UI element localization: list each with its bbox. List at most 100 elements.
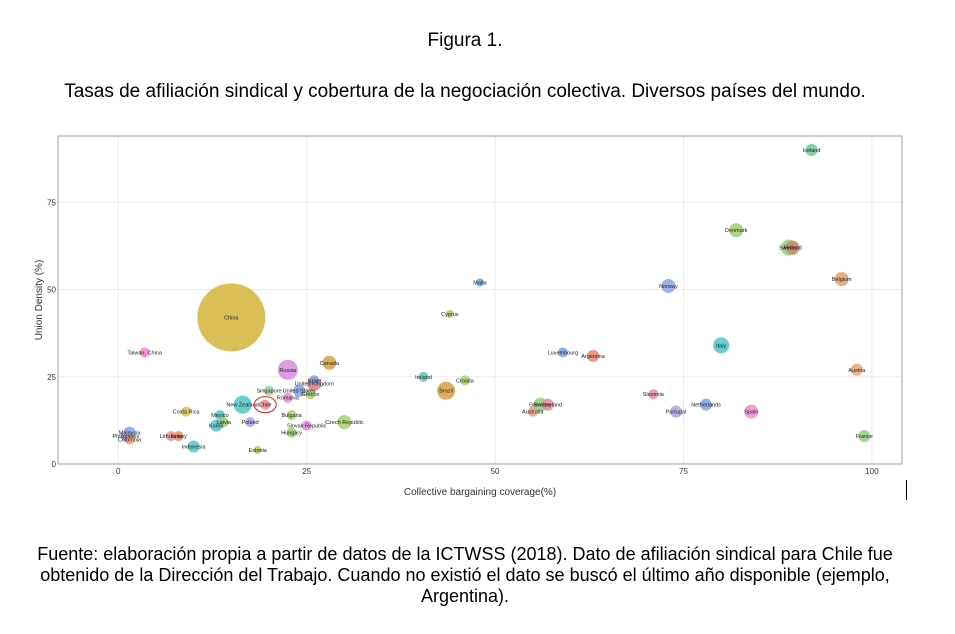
figure-title: Tasas de afiliación sindical y cobertura… xyxy=(64,81,866,102)
point-belgium xyxy=(834,272,849,287)
point-united-states xyxy=(293,384,306,397)
point-label-ireland: Ireland xyxy=(415,375,432,381)
point-france xyxy=(858,430,871,443)
highlight-ring-chile xyxy=(253,396,277,414)
point-label-lithuania: Lithuania xyxy=(160,434,183,440)
point-label-brazil: Brazil xyxy=(439,389,453,395)
point-china xyxy=(197,283,266,352)
point-label-russia: Russia xyxy=(279,368,297,374)
point-label-united-kingdom: United Kingdom xyxy=(295,382,335,388)
point-label-canada: Canada xyxy=(320,361,340,367)
point-label-croatia: Croatia xyxy=(456,378,475,384)
point-austria xyxy=(850,363,863,376)
point-label-netherlands: Netherlands xyxy=(691,403,721,409)
point-label-spain: Spain xyxy=(744,410,758,416)
point-label-united-states: United States xyxy=(283,389,316,395)
point-luxembourg xyxy=(557,347,568,358)
point-romania xyxy=(282,392,293,403)
point-label-italy: Italy xyxy=(716,343,726,349)
x-tick-label: 0 xyxy=(116,467,121,476)
point-label-germany: Germany xyxy=(529,403,552,409)
plot-frame xyxy=(57,135,903,465)
point-label-indonesia: Indonesia xyxy=(182,445,207,451)
point-label-argentina: Argentina xyxy=(581,354,605,360)
point-bulgaria xyxy=(286,410,297,421)
point-costa-rica xyxy=(181,406,192,417)
point-latvia xyxy=(218,417,229,428)
point-israel xyxy=(309,375,320,386)
x-tick-labels: 0 25 50 75 100 xyxy=(116,467,879,476)
point-chile xyxy=(260,399,271,410)
point-ireland xyxy=(418,371,429,382)
y-tick-label: 50 xyxy=(47,286,56,295)
point-label-cyprus: Cyprus xyxy=(441,312,459,318)
point-lithuania xyxy=(166,431,177,442)
x-tick-label: 75 xyxy=(679,467,688,476)
y-tick-label: 25 xyxy=(47,373,56,382)
point-norway xyxy=(661,279,676,294)
point-canada xyxy=(322,355,337,370)
point-label-slovenia: Slovenia xyxy=(643,392,665,398)
point-poland xyxy=(245,417,256,428)
point-new-zealand xyxy=(233,395,252,414)
point-label-finland: Finland xyxy=(784,246,802,252)
point-turkey xyxy=(173,431,184,442)
point-label-malta: Malta xyxy=(473,281,487,287)
point-label-denmark: Denmark xyxy=(725,228,748,234)
point-slovenia xyxy=(648,389,659,400)
point-label-singapore: Singapore xyxy=(256,389,281,395)
point-spain xyxy=(744,404,759,419)
y-axis-label: Union Density (%) xyxy=(34,260,45,341)
point-label-bulgaria: Bulgaria xyxy=(282,413,303,419)
point-indonesia xyxy=(187,440,200,453)
point-colombia xyxy=(124,434,135,445)
point-label-israel: Israel xyxy=(307,378,320,384)
y-tick-labels: 0 25 50 75 xyxy=(47,198,56,469)
point-label-australia: Australia xyxy=(522,410,544,416)
x-axis-label: Collective bargaining coverage(%) xyxy=(404,487,556,498)
point-singapore xyxy=(264,385,274,396)
point-label-china: China xyxy=(224,315,239,321)
point-label-costa-rica: Costa Rica xyxy=(173,410,201,416)
y-tick-label: 0 xyxy=(52,460,57,469)
point-brazil xyxy=(437,381,456,400)
point-italy xyxy=(713,337,730,354)
point-argentina xyxy=(587,349,600,362)
text-cursor xyxy=(906,480,907,500)
point-label-philippines: Philippines xyxy=(113,434,140,440)
point-label-colombia: Colombia xyxy=(118,438,142,444)
point-label-malaysia: Malaysia xyxy=(119,431,142,437)
point-label-romania: Romania xyxy=(277,396,300,402)
point-label-austria: Austria xyxy=(848,368,866,374)
point-slovak-republic xyxy=(301,420,312,431)
point-malta xyxy=(476,278,484,287)
point-iceland xyxy=(805,143,818,156)
figure-label: Figura 1. xyxy=(427,30,503,51)
point-label-estonia: Estonia xyxy=(249,448,268,454)
point-label-norway: Norway xyxy=(659,284,678,290)
point-russia xyxy=(277,359,298,380)
point-switzerland xyxy=(541,398,554,411)
point-label-turkey: Turkey xyxy=(170,434,187,440)
point-label-czech-republic: Czech Republic xyxy=(325,420,364,426)
source-note: Fuente: elaboración propia a partir de d… xyxy=(37,544,893,606)
point-finland xyxy=(785,240,800,255)
point-label-greece: Greece xyxy=(301,392,319,398)
x-tick-label: 100 xyxy=(865,467,879,476)
point-label-korea: Korea xyxy=(209,424,225,430)
data-points xyxy=(120,143,871,455)
x-tick-label: 50 xyxy=(491,467,500,476)
point-label-taiwan-china: Taiwan, China xyxy=(127,350,162,356)
point-portugal xyxy=(669,405,682,418)
point-label-slovak-republic: Slovak Republic xyxy=(287,424,327,430)
point-label-switzerland: Switzerland xyxy=(534,403,562,409)
point-hungary xyxy=(286,427,297,438)
point-label-belgium: Belgium xyxy=(832,277,852,283)
point-estonia xyxy=(253,446,262,455)
point-label-latvia: Latvia xyxy=(216,420,232,426)
point-label-france: France xyxy=(856,434,873,440)
point-cyprus xyxy=(445,309,454,318)
point-czech-republic xyxy=(337,415,352,430)
point-label-portugal: Portugal xyxy=(666,410,687,416)
